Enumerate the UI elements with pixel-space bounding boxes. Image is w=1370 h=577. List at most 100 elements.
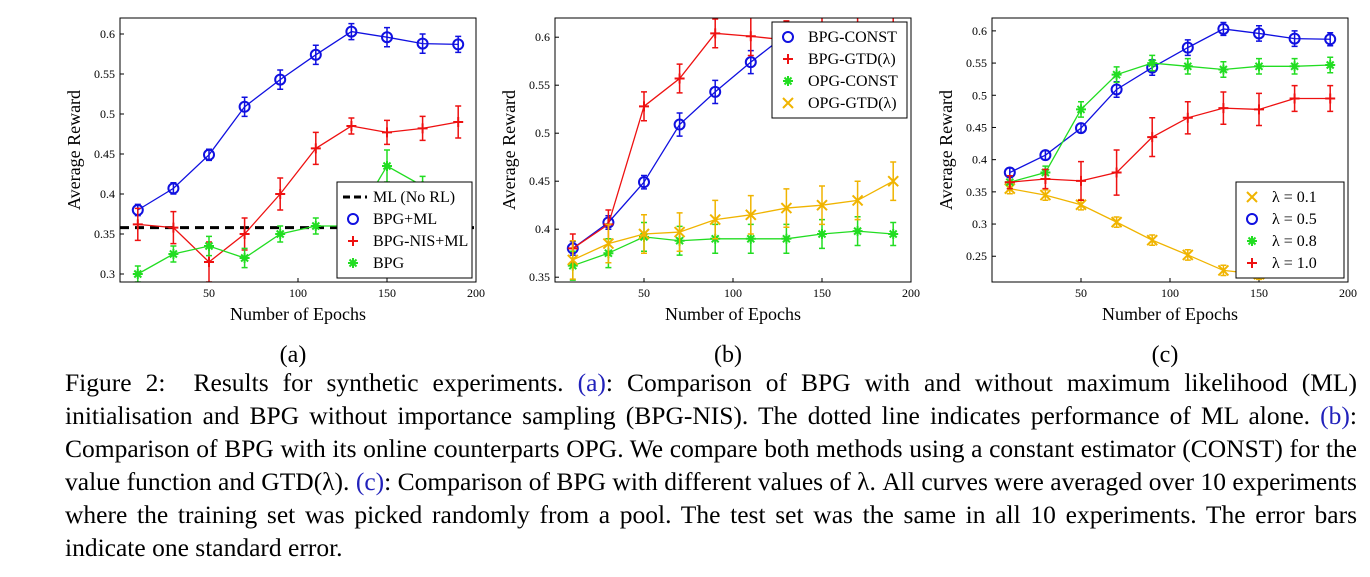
marker	[851, 194, 864, 207]
caption-link[interactable]: (a)	[577, 368, 606, 397]
marker	[709, 213, 721, 226]
marker	[348, 258, 358, 268]
series-line	[572, 230, 894, 267]
marker	[1147, 132, 1158, 143]
marker	[167, 182, 180, 195]
marker	[1246, 191, 1258, 203]
marker	[239, 229, 250, 239]
series-line	[572, 180, 894, 261]
y-tick-label: 0.4	[535, 222, 550, 236]
marker	[782, 31, 794, 43]
marker	[1147, 58, 1158, 69]
subfigure-label: (a)	[280, 342, 307, 368]
legend-label: BPG-CONST	[808, 29, 897, 46]
marker	[602, 237, 615, 250]
marker	[132, 219, 143, 230]
marker	[1325, 60, 1336, 71]
marker	[1254, 61, 1264, 72]
chart: 0.3 0.35 0.4 0.45 0.5 0.55 0.6 50 100 150 200 Numbe…	[64, 17, 485, 368]
caption-text: : Comparison of BPG with and without max…	[65, 368, 1358, 430]
legend-label: BPG-NIS+ML	[373, 233, 468, 250]
subfigure-label: (c)	[1152, 342, 1179, 368]
marker	[745, 209, 757, 221]
legend-label: λ = 1.0	[1272, 255, 1317, 272]
marker	[745, 31, 756, 42]
marker	[1247, 236, 1257, 246]
marker	[887, 175, 899, 187]
marker	[204, 257, 214, 267]
marker	[1217, 22, 1230, 35]
marker	[348, 236, 358, 246]
marker	[674, 73, 685, 84]
x-tick-label: 200	[467, 286, 485, 300]
legend: ML (No RL) BPG+ML BPG-NIS+ML BPG	[336, 181, 473, 279]
marker	[1325, 93, 1336, 104]
marker	[1288, 32, 1301, 45]
legend-label: BPG	[373, 255, 405, 272]
marker	[1146, 234, 1158, 246]
marker	[1289, 61, 1300, 72]
y-axis-label: Average Reward	[64, 90, 84, 210]
marker	[310, 143, 321, 154]
marker	[1110, 216, 1123, 228]
marker	[382, 161, 392, 171]
error-bar	[676, 112, 683, 137]
x-tick-label: 100	[1161, 286, 1179, 300]
legend-label: BPG+ML	[373, 211, 437, 228]
caption-link[interactable]: (b)	[1320, 401, 1350, 430]
marker	[1182, 249, 1194, 261]
marker	[1217, 264, 1230, 277]
marker	[1039, 189, 1052, 201]
y-tick-label: 0.3	[100, 267, 115, 281]
marker	[381, 31, 393, 44]
marker	[1247, 258, 1257, 268]
marker	[203, 148, 215, 161]
y-tick-label: 0.4	[972, 153, 987, 167]
y-tick-label: 0.55	[966, 56, 987, 70]
error-bar	[277, 69, 284, 90]
marker	[345, 25, 358, 38]
caption-text: : Comparison of BPG with its online coun…	[65, 401, 1357, 496]
x-tick-label: 100	[289, 286, 307, 300]
marker	[781, 233, 792, 244]
marker	[132, 269, 143, 279]
x-axis-label: Number of Epochs	[1102, 304, 1238, 324]
legend-label: λ = 0.1	[1272, 189, 1317, 206]
marker	[274, 73, 287, 86]
legend-label: BPG-GTD(λ)	[808, 51, 896, 68]
y-tick-label: 0.4	[100, 187, 115, 201]
y-axis-label: Average Reward	[499, 90, 519, 210]
y-tick-label: 0.3	[972, 217, 987, 231]
marker	[275, 229, 286, 239]
marker	[852, 226, 863, 237]
y-tick-label: 0.55	[94, 67, 115, 81]
marker	[417, 123, 428, 134]
y-tick-label: 0.45	[529, 174, 550, 188]
y-tick-label: 0.6	[535, 30, 550, 44]
legend-label: OPG-CONST	[808, 73, 898, 90]
marker	[382, 127, 392, 138]
marker	[238, 100, 251, 113]
y-tick-label: 0.45	[966, 120, 987, 134]
legend-label: OPG-GTD(λ)	[808, 95, 897, 112]
marker	[204, 241, 214, 251]
marker	[416, 37, 429, 50]
y-tick-label: 0.45	[94, 147, 115, 161]
caption-label: Figure 2:	[65, 368, 166, 397]
marker	[1218, 103, 1229, 114]
series-line	[1009, 97, 1331, 183]
marker	[1111, 69, 1122, 80]
series-line	[137, 30, 459, 211]
legend: BPG-CONST BPG-GTD(λ) OPG-CONST OPG-GTD(λ)	[771, 21, 908, 119]
legend-label: ML (No RL)	[373, 189, 455, 206]
marker	[1218, 64, 1229, 75]
marker	[567, 254, 579, 266]
series-line	[1009, 62, 1331, 183]
marker	[1075, 122, 1087, 135]
y-tick-label: 0.35	[529, 270, 550, 284]
y-tick-label: 0.35	[94, 227, 115, 241]
marker	[744, 56, 757, 69]
y-tick-label: 0.6	[100, 27, 115, 41]
caption-link[interactable]: (c)	[355, 467, 385, 496]
